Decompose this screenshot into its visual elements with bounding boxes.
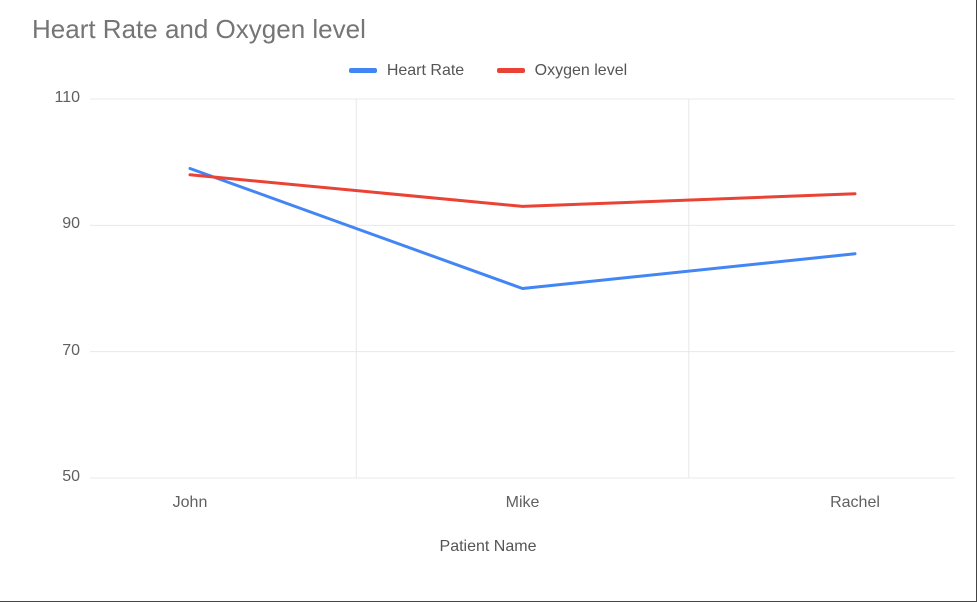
line-chart-container: Heart Rate and Oxygen level Heart Rate O… xyxy=(0,0,977,602)
x-tick-label: John xyxy=(173,494,208,512)
x-tick-label: Rachel xyxy=(830,494,880,512)
y-tick-label: 50 xyxy=(30,468,80,486)
x-tick-label: Mike xyxy=(506,494,540,512)
series-line xyxy=(190,168,855,288)
x-axis-title: Patient Name xyxy=(440,538,537,556)
y-tick-label: 90 xyxy=(30,215,80,233)
y-tick-label: 110 xyxy=(30,89,80,107)
series-line xyxy=(190,175,855,207)
y-tick-label: 70 xyxy=(30,342,80,360)
